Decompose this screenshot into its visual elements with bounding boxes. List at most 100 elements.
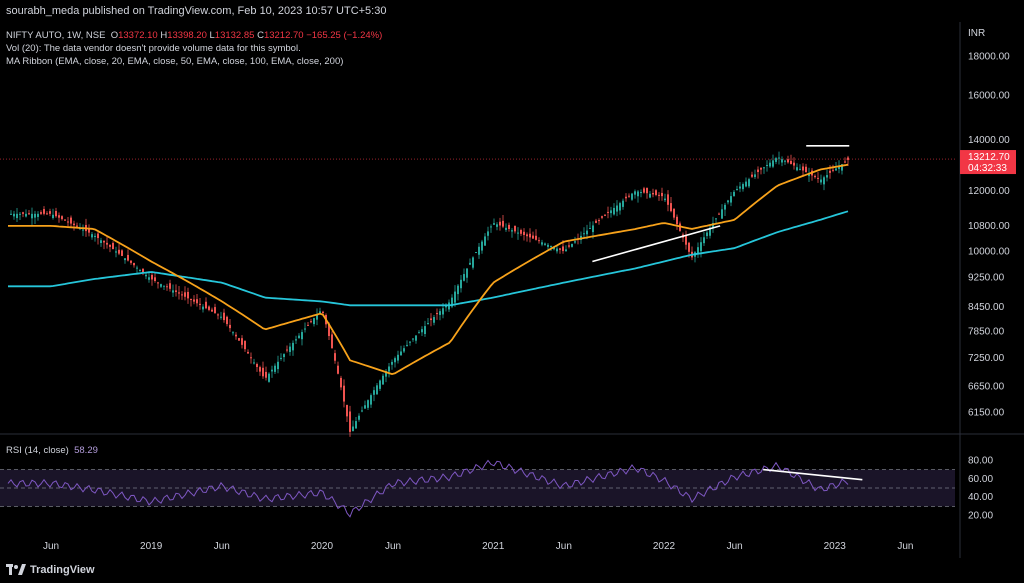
candle (586, 230, 588, 235)
candle (781, 159, 783, 163)
candle (793, 162, 795, 166)
candle (16, 213, 18, 219)
candle (343, 385, 345, 402)
candle (703, 237, 705, 244)
rsi-legend[interactable]: RSI (14, close) 58.29 (6, 445, 98, 456)
rsi-tick-label: 60.00 (968, 474, 993, 485)
candle (160, 284, 162, 287)
candle (382, 375, 384, 385)
candle (385, 371, 387, 377)
candle (436, 313, 438, 315)
symbol-label: NIFTY AUTO, 1W, NSE (6, 30, 106, 41)
candle (250, 357, 252, 359)
candle (223, 312, 225, 321)
candle (415, 335, 417, 341)
candle (214, 307, 216, 314)
price-tick-label: 9250.00 (968, 272, 1005, 283)
candle (184, 292, 186, 297)
candle (538, 240, 540, 242)
candle (751, 174, 753, 177)
candle (412, 338, 414, 340)
volume-legend[interactable]: Vol (20): The data vendor doesn't provid… (6, 43, 301, 54)
candle (352, 426, 354, 432)
candle (667, 194, 669, 205)
candle (76, 225, 78, 227)
candle (181, 294, 183, 296)
candle (280, 357, 282, 359)
candle (334, 353, 336, 361)
candle (688, 242, 690, 252)
candle (37, 213, 39, 217)
candle (226, 316, 228, 325)
ma-ribbon-legend[interactable]: MA Ribbon (EMA, close, 20, EMA, close, 5… (6, 56, 344, 67)
candle (25, 213, 27, 217)
candle (685, 235, 687, 245)
candle (616, 205, 618, 212)
candle (520, 230, 522, 234)
candle (22, 212, 24, 214)
candle (646, 187, 648, 194)
candle (769, 162, 771, 167)
candle (493, 223, 495, 225)
candle (556, 248, 558, 252)
candle (730, 196, 732, 203)
bar-countdown: 04:32:33 (968, 163, 1007, 174)
candle (832, 169, 834, 171)
price-axis[interactable]: INR 18000.00 16000.00 14000.00 12000.00 10800… (960, 28, 1016, 419)
candle (670, 203, 672, 212)
candle (304, 328, 306, 330)
candle (58, 215, 60, 218)
price-tick-label: 6150.00 (968, 408, 1005, 419)
price-chart[interactable]: INR 18000.00 16000.00 14000.00 12000.00 10800… (0, 22, 1024, 558)
candle (67, 221, 69, 223)
candle (529, 233, 531, 238)
candle (544, 243, 546, 245)
candle (394, 358, 396, 363)
candle (700, 242, 702, 252)
candle (499, 221, 501, 226)
candle (478, 246, 480, 255)
candle (652, 193, 654, 195)
price-tick-label: 7850.00 (968, 327, 1005, 338)
candle (241, 338, 243, 345)
candle (514, 225, 516, 232)
candle (727, 200, 729, 203)
candle (550, 246, 552, 248)
candle (787, 159, 789, 163)
rsi-trendline (763, 468, 863, 481)
candle (445, 305, 447, 308)
price-tick-label: 8450.00 (968, 302, 1005, 313)
time-axis[interactable]: Jun 2019 Jun 2020 Jun 2021 Jun 2022 Jun 2023 Jun (43, 541, 913, 552)
candle (472, 257, 474, 268)
candle (547, 244, 549, 247)
candle (322, 311, 324, 314)
candle (643, 188, 645, 193)
candle (31, 213, 33, 219)
candle (511, 230, 513, 232)
price-tick-label: 18000.00 (968, 52, 1010, 63)
candle (469, 262, 471, 265)
candle (706, 232, 708, 237)
candle (301, 332, 303, 340)
candle (484, 236, 486, 246)
candle (169, 283, 171, 289)
candle (355, 421, 357, 429)
time-tick-label: Jun (556, 541, 572, 552)
candle (172, 290, 174, 293)
candle (262, 367, 264, 377)
candle (40, 212, 42, 214)
rsi-axis[interactable]: 80.00 60.00 40.00 20.00 (968, 455, 993, 521)
candle (757, 169, 759, 173)
candle (253, 362, 255, 364)
candle (463, 274, 465, 281)
time-tick-label: Jun (214, 541, 230, 552)
candle (94, 235, 96, 238)
candle (313, 318, 315, 325)
candle (826, 175, 828, 178)
candle (340, 377, 342, 388)
candle (508, 224, 510, 230)
candle (790, 160, 792, 164)
candle (88, 228, 90, 233)
candle (406, 344, 408, 346)
candle (52, 214, 54, 219)
